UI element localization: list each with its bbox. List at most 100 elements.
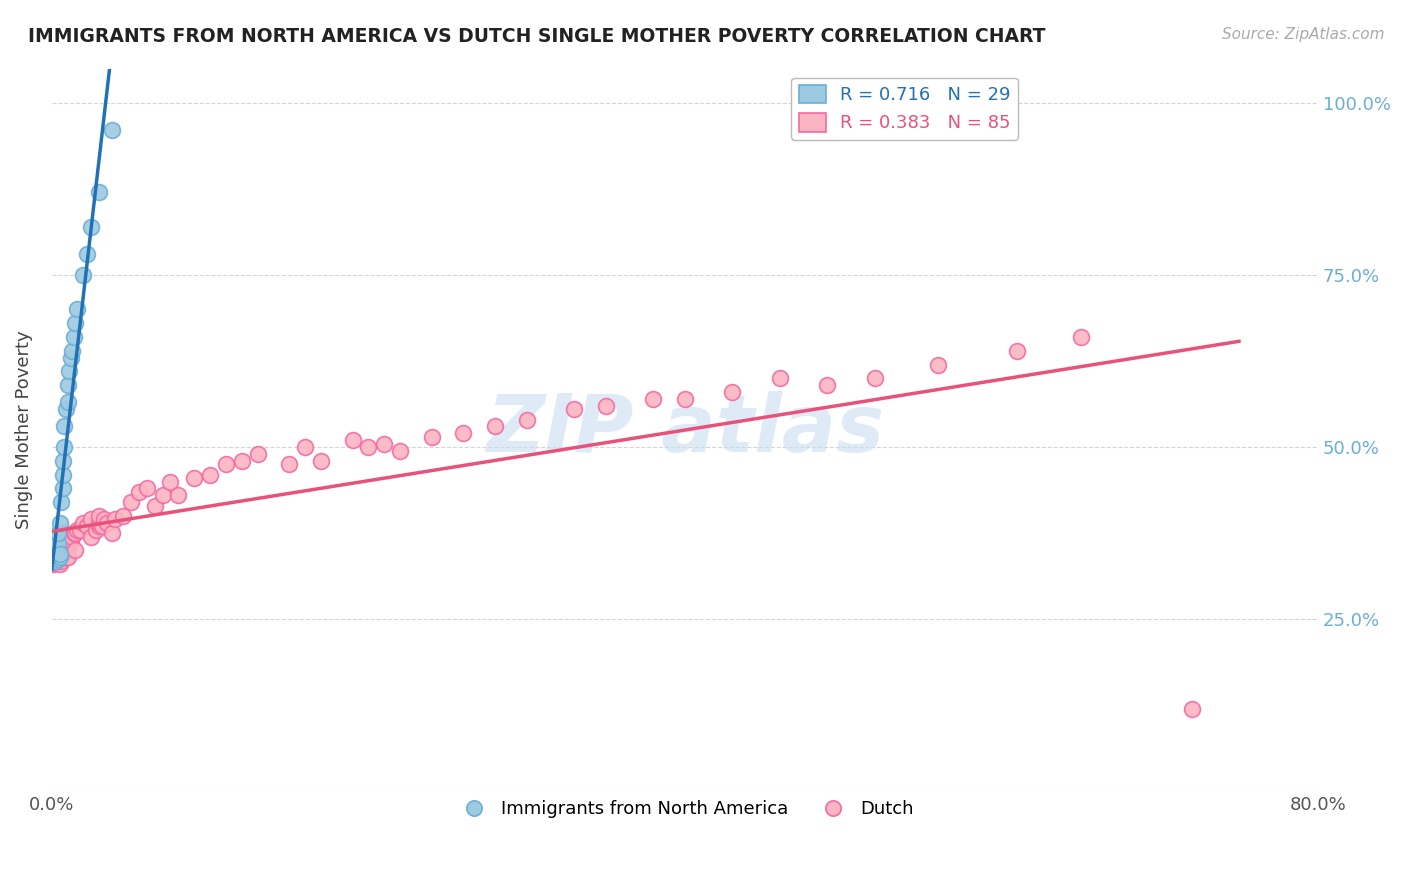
Point xyxy=(167,488,190,502)
Point xyxy=(128,484,150,499)
Text: Source: ZipAtlas.com: Source: ZipAtlas.com xyxy=(1222,27,1385,42)
Point xyxy=(1180,702,1202,716)
Point xyxy=(91,519,114,533)
Point xyxy=(53,419,76,434)
Point xyxy=(59,351,82,365)
Point xyxy=(183,471,205,485)
Point xyxy=(51,554,73,568)
Point xyxy=(152,488,174,502)
Point xyxy=(46,549,69,563)
Point xyxy=(927,358,949,372)
Point xyxy=(342,434,364,448)
Point xyxy=(56,378,79,392)
Point xyxy=(55,402,77,417)
Point xyxy=(643,392,665,406)
Point xyxy=(595,399,617,413)
Point xyxy=(388,443,411,458)
Point xyxy=(815,378,838,392)
Point xyxy=(55,535,77,549)
Point xyxy=(45,556,67,570)
Point xyxy=(373,436,395,450)
Point xyxy=(1070,330,1092,344)
Point xyxy=(89,186,111,200)
Point xyxy=(89,508,111,523)
Point xyxy=(48,557,70,571)
Point xyxy=(309,454,332,468)
Point xyxy=(101,526,124,541)
Point xyxy=(51,530,73,544)
Point xyxy=(45,545,67,559)
Point xyxy=(120,495,142,509)
Point xyxy=(60,530,83,544)
Point xyxy=(111,508,134,523)
Point xyxy=(294,440,316,454)
Point xyxy=(96,516,118,530)
Legend: Immigrants from North America, Dutch: Immigrants from North America, Dutch xyxy=(449,793,921,826)
Point xyxy=(53,526,76,541)
Point xyxy=(93,512,115,526)
Point xyxy=(48,551,70,566)
Text: IMMIGRANTS FROM NORTH AMERICA VS DUTCH SINGLE MOTHER POVERTY CORRELATION CHART: IMMIGRANTS FROM NORTH AMERICA VS DUTCH S… xyxy=(28,27,1046,45)
Point xyxy=(80,512,103,526)
Point xyxy=(59,533,82,547)
Point xyxy=(46,554,69,568)
Point xyxy=(46,551,69,566)
Point xyxy=(198,467,221,482)
Point xyxy=(46,536,69,550)
Point xyxy=(42,550,65,565)
Point xyxy=(63,330,86,344)
Point xyxy=(89,516,111,530)
Point xyxy=(673,392,696,406)
Point xyxy=(56,395,79,409)
Point xyxy=(51,495,73,509)
Point xyxy=(89,519,111,533)
Point xyxy=(66,302,89,317)
Point xyxy=(863,371,886,385)
Point xyxy=(69,523,91,537)
Point xyxy=(44,547,66,561)
Point xyxy=(44,536,66,550)
Point xyxy=(769,371,792,385)
Point xyxy=(104,512,127,526)
Point xyxy=(45,554,67,568)
Point xyxy=(453,426,475,441)
Point xyxy=(76,247,98,261)
Point xyxy=(52,550,75,565)
Point xyxy=(484,419,506,434)
Point xyxy=(143,499,166,513)
Point xyxy=(66,523,89,537)
Point xyxy=(48,516,70,530)
Point xyxy=(48,543,70,558)
Point xyxy=(55,550,77,565)
Point xyxy=(45,540,67,554)
Point xyxy=(562,402,585,417)
Point xyxy=(80,530,103,544)
Point xyxy=(52,467,75,482)
Point xyxy=(101,123,124,137)
Point xyxy=(53,550,76,565)
Point xyxy=(246,447,269,461)
Point xyxy=(721,385,744,400)
Point xyxy=(231,454,253,468)
Point xyxy=(65,526,87,541)
Point xyxy=(65,543,87,558)
Point xyxy=(63,526,86,541)
Point xyxy=(44,554,66,568)
Point xyxy=(72,268,94,282)
Point xyxy=(46,549,69,563)
Point xyxy=(52,454,75,468)
Point xyxy=(60,343,83,358)
Point xyxy=(58,536,80,550)
Point xyxy=(53,538,76,552)
Point xyxy=(72,516,94,530)
Point xyxy=(48,550,70,565)
Point xyxy=(215,458,238,472)
Point xyxy=(56,530,79,544)
Point xyxy=(53,440,76,454)
Point xyxy=(45,533,67,547)
Point xyxy=(52,482,75,496)
Point xyxy=(357,440,380,454)
Point xyxy=(52,536,75,550)
Point xyxy=(58,364,80,378)
Point xyxy=(84,523,107,537)
